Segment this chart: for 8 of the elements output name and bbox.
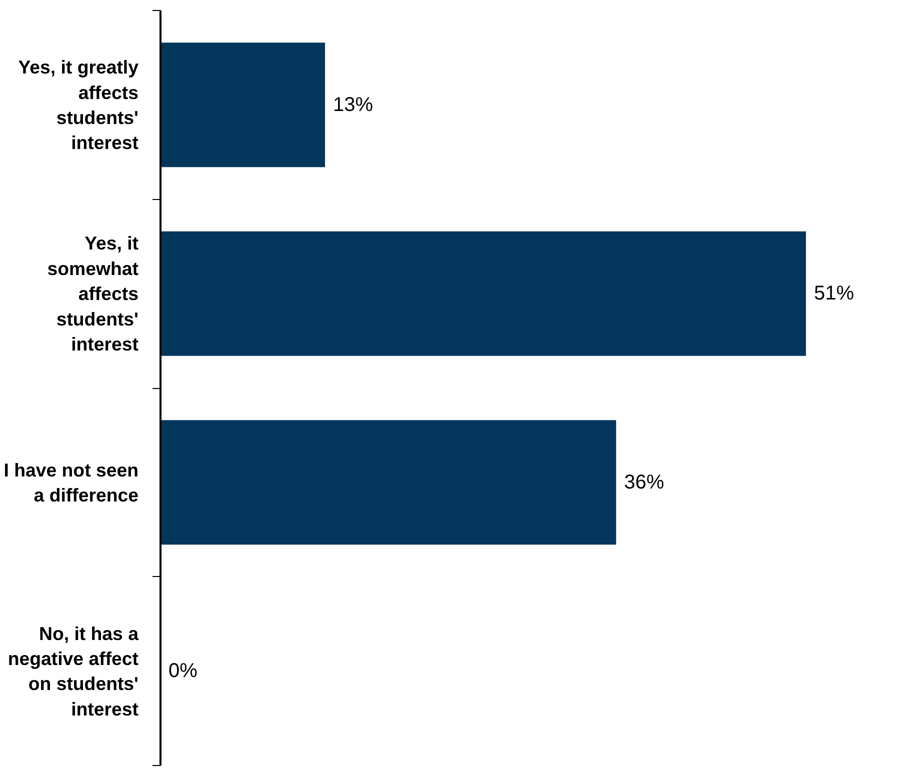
y-tick-label: Yes, it greatly affects students' interest (18, 56, 140, 154)
data-label: 13% (333, 94, 374, 116)
y-tick-label: No, it has a negative affect on students' interest (8, 622, 140, 720)
y-tick-label: Yes, it somewhat affects students' interest (47, 232, 139, 355)
data-label: 36% (624, 471, 664, 494)
y-tick-label: I have not seen a difference (4, 459, 139, 506)
data-label: 0% (168, 660, 198, 682)
data-label: 51% (814, 282, 854, 305)
